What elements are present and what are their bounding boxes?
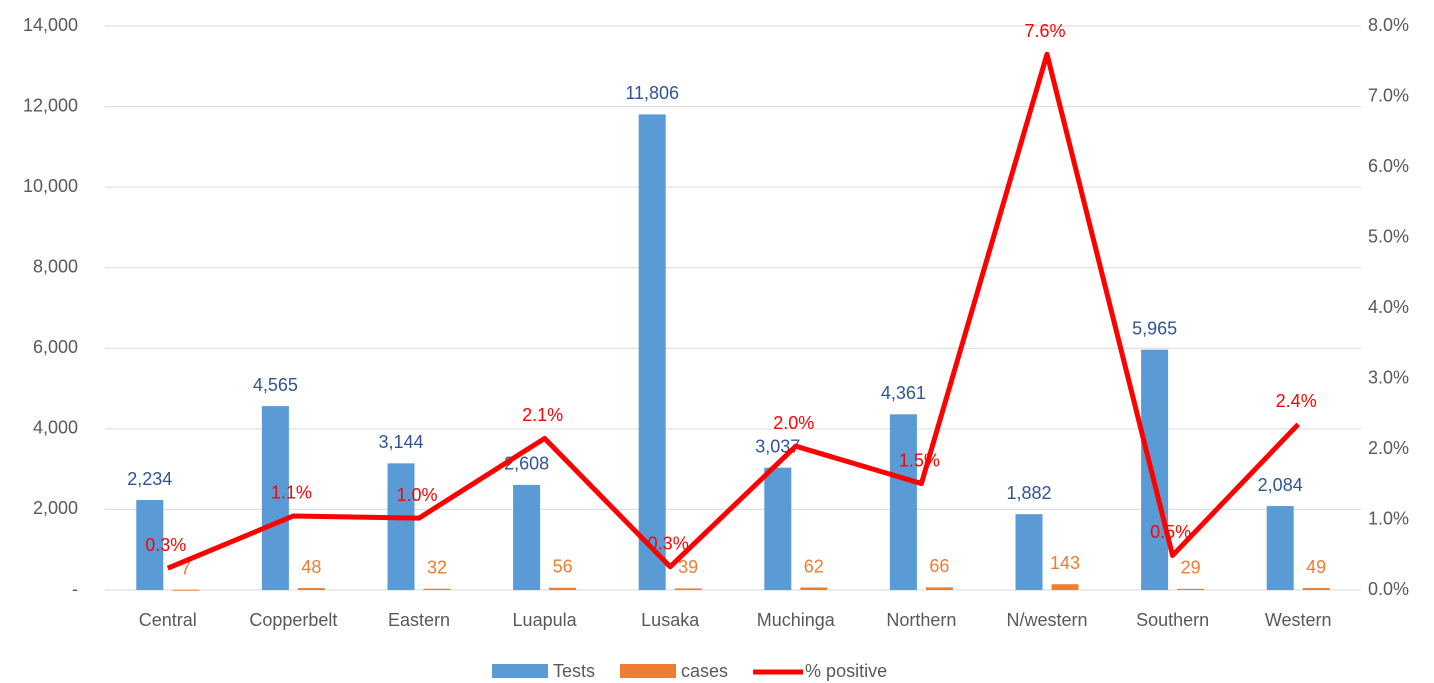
data-label: 2.4%: [1276, 391, 1317, 411]
bar: [513, 484, 541, 590]
x-tick-label: Central: [139, 610, 197, 630]
x-tick-label: Southern: [1136, 610, 1209, 630]
legend-swatch: [492, 664, 548, 678]
bar: [638, 114, 666, 591]
data-label: 62: [804, 556, 824, 576]
x-tick-label: Western: [1265, 610, 1332, 630]
bar: [674, 588, 702, 590]
bar: [764, 467, 792, 590]
y2-tick-label: 6.0%: [1368, 156, 1409, 176]
y2-tick-label: 3.0%: [1368, 367, 1409, 387]
legend-swatch: [620, 664, 677, 678]
x-tick-label: Copperbelt: [249, 610, 337, 630]
data-label: 32: [427, 557, 447, 577]
data-label: 2,234: [127, 469, 172, 489]
bar: [1141, 349, 1169, 590]
bar: [549, 587, 577, 590]
data-label: 49: [1306, 557, 1326, 577]
x-tick-label: Lusaka: [641, 610, 700, 630]
bar: [172, 589, 200, 591]
bar: [261, 406, 289, 590]
x-tick-label: N/western: [1006, 610, 1087, 630]
y-tick-label: 2,000: [33, 498, 78, 518]
bar: [1015, 514, 1043, 590]
y-tick-label: 4,000: [33, 418, 78, 438]
bar: [136, 500, 164, 590]
data-label: 7: [181, 558, 191, 578]
data-label: 48: [301, 557, 321, 577]
y-tick-label: 10,000: [23, 176, 78, 196]
y-tick-label: 8,000: [33, 256, 78, 276]
data-label: 4,565: [253, 375, 298, 395]
data-label: 1.0%: [396, 485, 437, 505]
bar: [1051, 584, 1079, 590]
legend-label: Tests: [553, 661, 595, 681]
x-tick-label: Muchinga: [757, 610, 836, 630]
y-tick-label: 6,000: [33, 337, 78, 357]
bar: [800, 587, 828, 590]
data-label: 39: [678, 557, 698, 577]
y2-tick-label: 4.0%: [1368, 297, 1409, 317]
y2-tick-label: 0.0%: [1368, 579, 1409, 599]
data-label: 66: [929, 556, 949, 576]
data-label: 143: [1050, 553, 1080, 573]
bar: [1302, 588, 1330, 590]
data-label: 3,144: [378, 432, 423, 452]
x-tick-label: Northern: [886, 610, 956, 630]
y2-tick-label: 1.0%: [1368, 508, 1409, 528]
data-label: 1.1%: [271, 483, 312, 503]
data-label: 1.5%: [899, 450, 940, 470]
data-label: 0.5%: [1150, 522, 1191, 542]
data-label: 56: [553, 556, 573, 576]
y2-tick-label: 5.0%: [1368, 226, 1409, 246]
bar: [1266, 506, 1294, 590]
y-tick-label: 12,000: [23, 95, 78, 115]
y-tick-label: -: [72, 579, 78, 599]
data-label: 2.1%: [522, 405, 563, 425]
data-label: 29: [1181, 558, 1201, 578]
data-label: 2.0%: [773, 413, 814, 433]
legend-label: % positive: [805, 661, 887, 681]
data-label: 0.3%: [648, 533, 689, 553]
data-label: 1,882: [1006, 483, 1051, 503]
bar: [889, 414, 917, 590]
bar: [925, 587, 953, 590]
legend-label: cases: [681, 661, 728, 681]
data-label: 4,361: [881, 383, 926, 403]
bar: [1177, 588, 1205, 590]
bar: [423, 588, 451, 590]
bar: [297, 588, 325, 590]
y2-tick-label: 8.0%: [1368, 15, 1409, 35]
x-tick-label: Luapula: [513, 610, 578, 630]
bar: [387, 463, 415, 590]
y-tick-label: 14,000: [23, 15, 78, 35]
data-label: 11,806: [625, 83, 679, 103]
data-label: 2,084: [1258, 475, 1303, 495]
line: [166, 51, 1301, 571]
data-label: 5,965: [1132, 318, 1177, 338]
x-tick-label: Eastern: [388, 610, 450, 630]
data-label: 2,608: [504, 454, 549, 474]
data-label: 0.3%: [145, 535, 186, 555]
y2-tick-label: 2.0%: [1368, 438, 1409, 458]
y2-tick-label: 7.0%: [1368, 85, 1409, 105]
data-label: 7.6%: [1024, 21, 1065, 41]
